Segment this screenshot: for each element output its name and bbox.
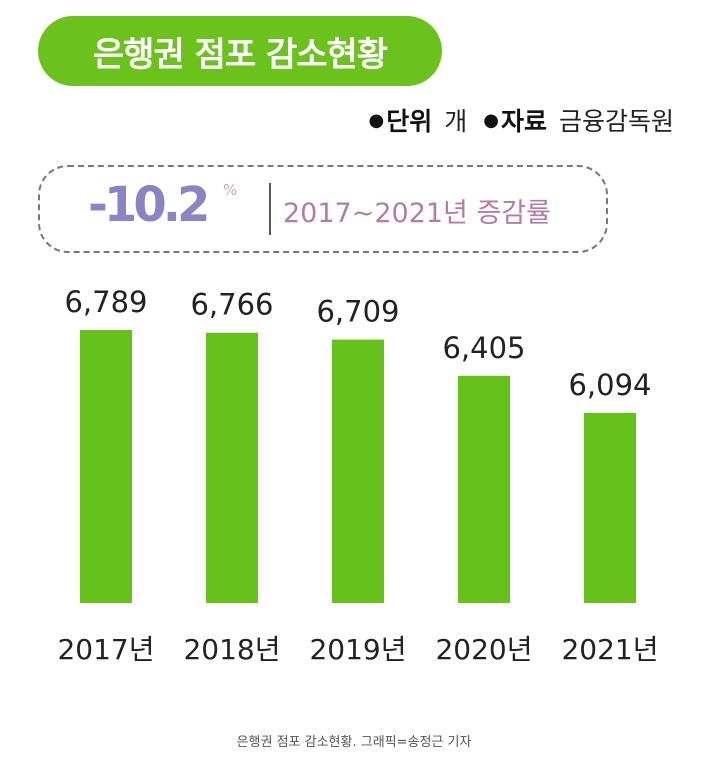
bar-2	[332, 339, 384, 603]
data-label-2: 6,709	[316, 295, 399, 329]
data-label-3: 6,405	[442, 331, 525, 365]
bar-4	[584, 412, 636, 603]
bar-0	[80, 330, 132, 603]
change-rate-box: -10.2 % 2017~2021년 증감률	[38, 165, 608, 253]
change-rate-value: -10.2	[88, 177, 210, 233]
bullet-icon: ●	[368, 109, 385, 131]
category-label-2: 2019년	[309, 633, 406, 666]
source-value: 금융감독원	[558, 107, 674, 136]
source-key: 자료	[500, 107, 547, 136]
data-label-1: 6,766	[190, 288, 273, 322]
chart-title: 은행권 점포 감소현황	[38, 16, 442, 86]
bullet-icon: ●	[483, 109, 499, 131]
category-label-0: 2017년	[57, 633, 154, 666]
change-rate-unit: %	[223, 181, 238, 199]
bar-3	[458, 375, 510, 603]
unit-value: 개	[444, 107, 468, 136]
divider	[269, 183, 271, 235]
bar-chart: 6,789 2017년 6,766 2018년 6,709 2019년 6,405 2020년…	[57, 285, 658, 666]
unit-key: 단위	[386, 107, 433, 136]
category-label-3: 2020년	[435, 633, 532, 666]
data-label-0: 6,789	[64, 285, 147, 319]
category-label-1: 2018년	[183, 633, 280, 666]
data-label-4: 6,094	[568, 368, 651, 402]
caption: 은행권 점포 감소현황. 그래픽=송정근 기자	[236, 735, 472, 750]
meta-info: ● 단위 개 ● 자료 금융감독원	[369, 102, 675, 138]
category-label-4: 2021년	[561, 633, 658, 666]
change-rate-label: 2017~2021년 증감률	[283, 198, 551, 229]
bar-1	[206, 332, 258, 603]
